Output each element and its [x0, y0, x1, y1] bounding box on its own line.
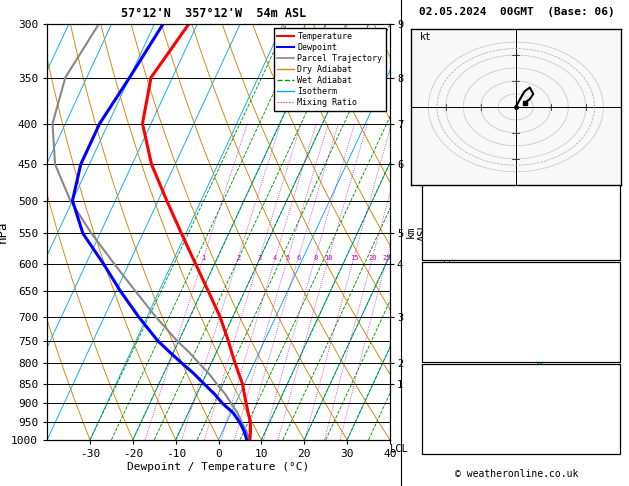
Text: Temp (°C): Temp (°C)	[428, 173, 482, 182]
Text: 298: 298	[595, 202, 613, 211]
Text: 314: 314	[595, 297, 613, 307]
Y-axis label: hPa: hPa	[0, 221, 8, 243]
Legend: Temperature, Dewpoint, Parcel Trajectory, Dry Adiabat, Wet Adiabat, Isotherm, Mi: Temperature, Dewpoint, Parcel Trajectory…	[274, 29, 386, 111]
Text: 10: 10	[325, 255, 333, 260]
Text: 6.6: 6.6	[595, 187, 613, 197]
X-axis label: Dewpoint / Temperature (°C): Dewpoint / Temperature (°C)	[128, 462, 309, 471]
Text: StmDir: StmDir	[428, 419, 465, 430]
Text: 26: 26	[601, 107, 613, 117]
Text: 1: 1	[201, 255, 206, 260]
Text: Surface: Surface	[500, 158, 542, 168]
Text: 157: 157	[595, 401, 613, 412]
Bar	[422, 262, 620, 362]
Text: 2: 2	[607, 313, 613, 323]
Text: EH: EH	[428, 383, 440, 393]
Text: 02.05.2024  00GMT  (Base: 06): 02.05.2024 00GMT (Base: 06)	[418, 7, 615, 17]
Text: 15: 15	[350, 255, 358, 260]
Text: 7.3: 7.3	[595, 173, 613, 182]
Text: 6: 6	[296, 255, 301, 260]
Text: Mixing Ratio (g/kg): Mixing Ratio (g/kg)	[443, 209, 454, 321]
Text: Totals Totals: Totals Totals	[428, 122, 506, 133]
Text: 3: 3	[257, 255, 262, 260]
Bar	[422, 104, 620, 153]
Text: 0: 0	[607, 231, 613, 241]
Text: 4: 4	[273, 255, 277, 260]
Text: CIN (J): CIN (J)	[428, 347, 470, 356]
Text: © weatheronline.co.uk: © weatheronline.co.uk	[455, 469, 578, 479]
Text: 133: 133	[595, 383, 613, 393]
Text: 0: 0	[607, 245, 613, 255]
Text: PW (cm): PW (cm)	[428, 138, 470, 148]
Text: 0: 0	[607, 330, 613, 340]
Text: θₑ (K): θₑ (K)	[428, 297, 465, 307]
Text: Lifted Index: Lifted Index	[428, 216, 501, 226]
Text: θₑ(K): θₑ(K)	[428, 202, 459, 211]
Text: 20: 20	[368, 255, 377, 260]
Text: Pressure (mb): Pressure (mb)	[428, 280, 506, 290]
Text: 2.15: 2.15	[589, 138, 613, 148]
Text: CIN (J): CIN (J)	[428, 245, 470, 255]
Text: Dewp (°C): Dewp (°C)	[428, 187, 482, 197]
Text: StmSpd (kt): StmSpd (kt)	[428, 438, 494, 448]
Text: 25: 25	[383, 255, 391, 260]
Text: 0: 0	[607, 347, 613, 356]
Bar	[422, 364, 620, 454]
Text: 162°: 162°	[589, 419, 613, 430]
Text: Lifted Index: Lifted Index	[428, 313, 501, 323]
Text: CAPE (J): CAPE (J)	[428, 231, 477, 241]
Text: SREH: SREH	[428, 401, 453, 412]
Bar	[422, 156, 620, 260]
Text: 2: 2	[236, 255, 240, 260]
Text: 15: 15	[601, 438, 613, 448]
Text: 49: 49	[601, 122, 613, 133]
Text: 8: 8	[313, 255, 318, 260]
Text: K: K	[428, 107, 435, 117]
Text: 13: 13	[601, 216, 613, 226]
Text: 57°12'N  357°12'W  54m ASL: 57°12'N 357°12'W 54m ASL	[121, 7, 306, 20]
Text: LCL: LCL	[390, 444, 409, 454]
Y-axis label: km
ASL: km ASL	[406, 223, 428, 242]
Text: Most Unstable: Most Unstable	[482, 265, 560, 275]
Text: 5: 5	[286, 255, 290, 260]
Text: kt: kt	[420, 32, 431, 41]
Text: Hodograph: Hodograph	[494, 367, 548, 377]
Text: CAPE (J): CAPE (J)	[428, 330, 477, 340]
Text: 800: 800	[595, 280, 613, 290]
